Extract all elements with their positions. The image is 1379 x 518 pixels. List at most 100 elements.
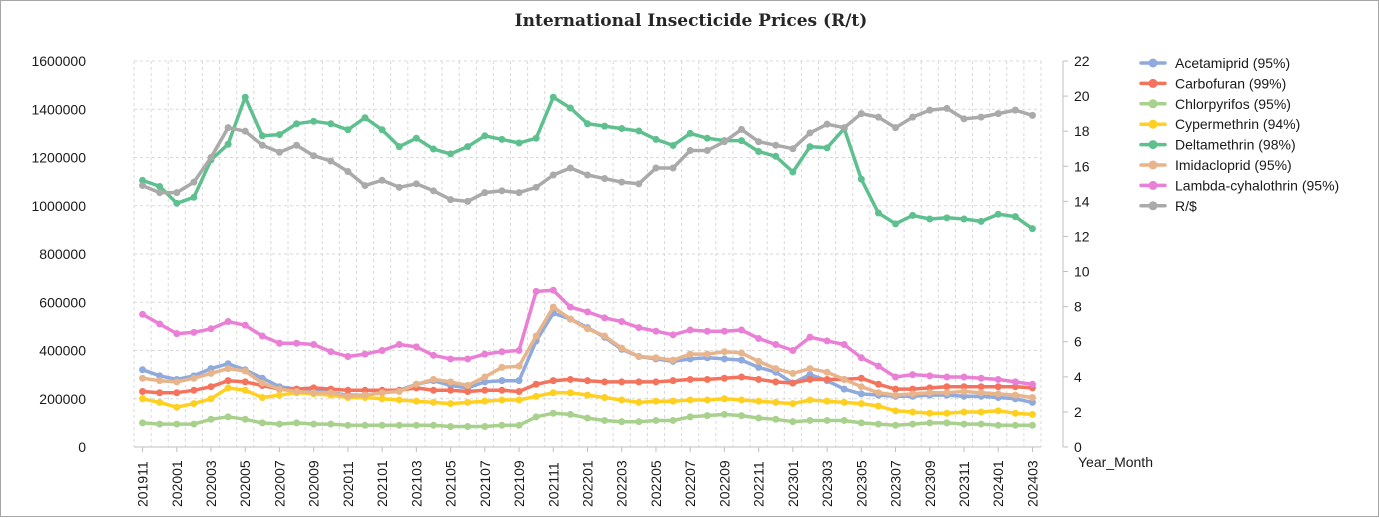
data-point (139, 366, 147, 374)
data-point (429, 187, 437, 195)
data-point (806, 371, 814, 379)
data-point (224, 360, 232, 368)
data-point (738, 326, 746, 334)
data-point (652, 397, 660, 405)
data-point (378, 395, 386, 403)
data-point (241, 321, 249, 329)
data-point (429, 421, 437, 429)
data-point (840, 124, 848, 132)
data-point (772, 365, 780, 373)
data-point (173, 330, 181, 338)
data-point (874, 420, 882, 428)
chart-title: International Insecticide Prices (R/t) (515, 11, 868, 31)
data-point (738, 137, 746, 145)
data-point (327, 420, 335, 428)
data-point (241, 127, 249, 135)
data-point (738, 356, 746, 364)
data-point (840, 375, 848, 383)
data-point (378, 389, 386, 397)
data-point (960, 388, 968, 396)
data-point (139, 182, 147, 190)
y-axis-tick-label: 1600000 (31, 53, 86, 69)
data-point (344, 421, 352, 429)
data-point (601, 416, 609, 424)
data-point (892, 391, 900, 399)
data-point (566, 389, 574, 397)
data-point (139, 374, 147, 382)
legend-label: Cypermethrin (94%) (1175, 116, 1300, 132)
data-point (190, 193, 198, 201)
data-point (310, 117, 318, 125)
data-point (584, 171, 591, 179)
data-point (618, 396, 626, 404)
data-point (703, 412, 711, 420)
legend-item: Cypermethrin (94%) (1139, 116, 1300, 132)
data-point (258, 394, 266, 402)
data-point (258, 141, 266, 149)
data-point (429, 398, 437, 406)
x-axis-tick-label: 202009 (306, 460, 322, 507)
data-point (481, 422, 489, 430)
data-point (241, 367, 249, 375)
data-point (806, 143, 814, 151)
data-point (447, 378, 455, 386)
series-line (140, 288, 1035, 387)
data-point (139, 176, 147, 184)
data-point (344, 126, 352, 134)
data-point (823, 397, 831, 405)
data-point (1011, 378, 1019, 386)
x-axis-tick-label: 202401 (990, 460, 1006, 507)
legend-label: Deltamethrin (98%) (1175, 137, 1296, 153)
data-point (1028, 111, 1036, 119)
data-point (156, 189, 164, 197)
data-point (1011, 421, 1019, 429)
y2-axis-tick-label: 0 (1074, 439, 1082, 455)
data-point (943, 389, 951, 397)
x-axis-tick-label: 202205 (648, 460, 664, 507)
data-point (549, 409, 557, 417)
data-point (293, 339, 301, 347)
y2-axis-tick-label: 18 (1074, 123, 1090, 139)
data-point (806, 365, 814, 373)
data-point (190, 400, 198, 408)
data-point (601, 175, 609, 183)
data-point (772, 340, 780, 348)
x-axis-tick-label: 202201 (580, 460, 596, 507)
data-point (275, 131, 283, 139)
data-point (361, 114, 369, 122)
data-point (772, 152, 780, 160)
x-axis-tick-label: 202305 (853, 460, 869, 507)
data-point (994, 375, 1002, 383)
data-point (994, 210, 1002, 218)
data-point (960, 115, 968, 123)
data-point (755, 138, 763, 146)
data-point (618, 418, 626, 426)
data-point (173, 420, 181, 428)
x-axis-tick-label: 202107 (477, 460, 493, 507)
data-point (977, 217, 985, 225)
data-point (720, 138, 728, 146)
data-point (429, 375, 437, 383)
y-axis-tick-label: 0 (78, 439, 86, 455)
data-point (584, 120, 591, 128)
x-axis-tick-label: 202103 (408, 460, 424, 507)
data-point (960, 420, 968, 428)
data-point (173, 389, 181, 397)
y2-axis-tick-label: 14 (1074, 193, 1090, 209)
data-point (481, 132, 489, 140)
data-point (395, 340, 403, 348)
y-axis-tick-label: 600000 (39, 294, 86, 310)
data-point (258, 332, 266, 340)
data-point (686, 413, 694, 421)
data-point (275, 385, 283, 393)
data-point (139, 310, 147, 318)
data-point (772, 141, 780, 149)
data-point (926, 106, 934, 114)
data-point (909, 420, 917, 428)
data-point (874, 113, 882, 121)
data-point (464, 143, 472, 151)
data-point (1028, 398, 1036, 406)
data-point (293, 388, 301, 396)
data-point (395, 143, 403, 151)
data-point (635, 378, 643, 386)
